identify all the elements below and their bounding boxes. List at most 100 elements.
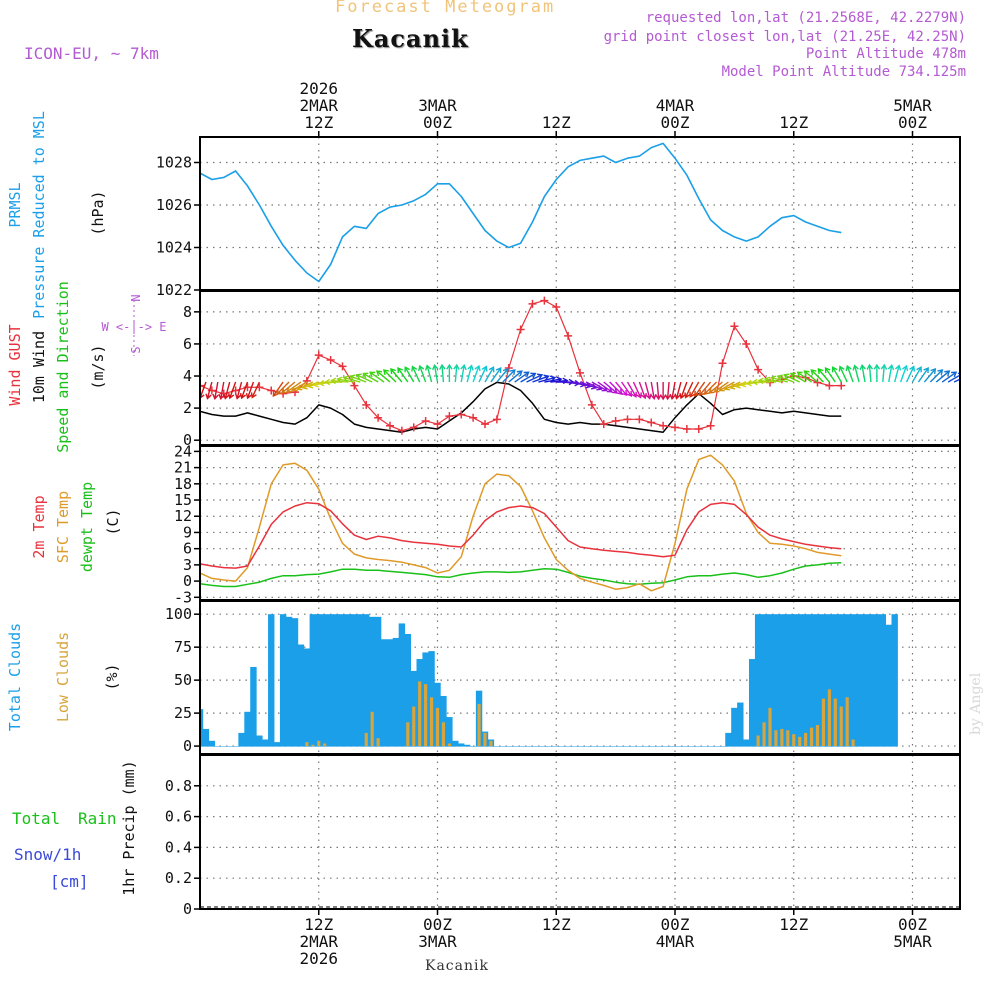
gust-marker bbox=[457, 410, 466, 419]
total-cloud-bar bbox=[737, 702, 744, 747]
top-tick-label: 5MAR bbox=[893, 96, 932, 115]
wind-arrow-head bbox=[734, 382, 741, 389]
gust-marker bbox=[267, 386, 276, 395]
gust-marker bbox=[682, 424, 691, 433]
wind-arrow bbox=[880, 363, 888, 383]
total-cloud-bar bbox=[731, 707, 738, 747]
wind-arrow bbox=[362, 372, 379, 383]
bottom-tick-label: 2026 bbox=[299, 949, 338, 968]
total-cloud-bar bbox=[303, 648, 311, 747]
low-cloud-bar bbox=[364, 732, 368, 747]
wind-arrow-head bbox=[621, 389, 628, 397]
wind-arrow-shaft bbox=[404, 366, 415, 383]
total-cloud-bar bbox=[458, 743, 465, 747]
total-cloud-bar bbox=[226, 746, 233, 747]
wind-arrow-shaft bbox=[397, 367, 409, 383]
total-cloud-bar bbox=[594, 746, 602, 747]
top-tick-label: 12Z bbox=[779, 113, 808, 132]
total-cloud-bar bbox=[618, 746, 625, 747]
wind-arrow-head bbox=[536, 373, 544, 380]
wind-arrow-head bbox=[803, 370, 810, 377]
wind-arrow-head bbox=[205, 393, 212, 400]
wind-arrow-head bbox=[245, 392, 253, 400]
total-cloud-bar bbox=[404, 633, 412, 747]
wind-arrow bbox=[532, 374, 550, 383]
grid-layer bbox=[200, 137, 960, 910]
total-cloud-bar bbox=[612, 746, 619, 747]
total-cloud-bar bbox=[576, 746, 584, 747]
compass-s-label: S bbox=[129, 346, 143, 353]
point-altitude: Point Altitude 478m bbox=[805, 46, 966, 62]
wind-arrow-shaft bbox=[824, 367, 836, 383]
wind-arrow-head bbox=[568, 378, 575, 386]
wind-arrow-head bbox=[390, 367, 396, 375]
y-tick-label: 25 bbox=[174, 704, 192, 722]
wind-arrow-shaft bbox=[894, 365, 900, 383]
wind-arrow bbox=[941, 371, 958, 383]
wind-arrow-head bbox=[723, 384, 730, 391]
total-cloud-bar bbox=[541, 746, 548, 747]
wind-arrow-shaft bbox=[947, 374, 960, 383]
wind-arrow-head bbox=[659, 394, 667, 401]
temp-2m-label: 2m Temp bbox=[30, 495, 48, 558]
wind-arrow-shaft bbox=[644, 381, 651, 399]
wind-arrow-head bbox=[239, 392, 247, 400]
total-cloud-bar bbox=[790, 614, 797, 747]
gust-marker bbox=[576, 368, 584, 377]
wind-arrow-head bbox=[355, 373, 362, 380]
total-cloud-bar bbox=[357, 614, 364, 747]
wind-arrow-head bbox=[713, 386, 720, 393]
total-cloud-bar bbox=[208, 740, 216, 747]
y-tick-label: 0 bbox=[183, 431, 192, 449]
wind-arrow-shaft bbox=[411, 366, 421, 383]
wind-arrow-shaft bbox=[350, 375, 367, 383]
wind-arrow-shaft bbox=[638, 381, 646, 399]
wind-arrow bbox=[679, 381, 688, 400]
low-cloud-bar bbox=[447, 743, 451, 747]
bottom-tick-label: 12Z bbox=[304, 915, 333, 934]
y-tick-label: 1028 bbox=[156, 154, 192, 172]
wind-arrow-shaft bbox=[363, 372, 379, 383]
wind-arrow-head bbox=[509, 369, 516, 376]
wind-arrow bbox=[382, 369, 397, 383]
wind-arrow-shaft bbox=[868, 365, 872, 383]
wind-arrow-shaft bbox=[810, 369, 824, 383]
wind-arrow-shaft bbox=[383, 369, 397, 383]
gust-marker bbox=[825, 381, 834, 390]
wind-arrow bbox=[390, 367, 403, 383]
sfc-temp-line bbox=[200, 454, 842, 592]
wind-arrow-head bbox=[212, 393, 219, 401]
wind-arrow-head bbox=[694, 390, 700, 398]
wind-arrow bbox=[439, 363, 446, 383]
total-cloud-bar bbox=[398, 623, 406, 747]
gust-marker bbox=[374, 413, 383, 422]
wind-arrow-shaft bbox=[917, 367, 929, 383]
gust-marker bbox=[659, 421, 668, 430]
total-cloud-bar bbox=[772, 614, 780, 747]
total-cloud-bar bbox=[368, 616, 376, 747]
wind-arrow-head bbox=[307, 382, 314, 389]
gust-marker bbox=[528, 299, 537, 308]
wind-arrow bbox=[502, 369, 516, 383]
y-tick-label: 24 bbox=[174, 442, 192, 460]
panel-frame bbox=[199, 754, 961, 910]
wind-arrow bbox=[234, 381, 243, 400]
wind-arrow bbox=[369, 371, 385, 383]
total-cloud-bar bbox=[200, 709, 204, 747]
wind-gust-line bbox=[200, 300, 842, 432]
total-cloud-bar bbox=[570, 746, 578, 747]
wind-arrow-shaft bbox=[526, 374, 543, 383]
wind-arrow-head bbox=[362, 372, 369, 379]
wind-arrow-head bbox=[783, 373, 790, 380]
location-title: Kacanik bbox=[352, 24, 469, 53]
wind-arrow-shaft bbox=[680, 381, 688, 399]
wind-arrow-shaft bbox=[591, 381, 607, 392]
gust-marker bbox=[421, 416, 430, 425]
wind-arrow-shaft bbox=[626, 381, 637, 398]
wind-arrow-shaft bbox=[899, 365, 908, 383]
low-cloud-bar bbox=[435, 707, 440, 747]
wind-arrow bbox=[817, 367, 830, 383]
wind-arrow-head bbox=[894, 364, 902, 371]
wind-arrow bbox=[935, 370, 951, 383]
wind-arrow-head bbox=[495, 367, 502, 374]
